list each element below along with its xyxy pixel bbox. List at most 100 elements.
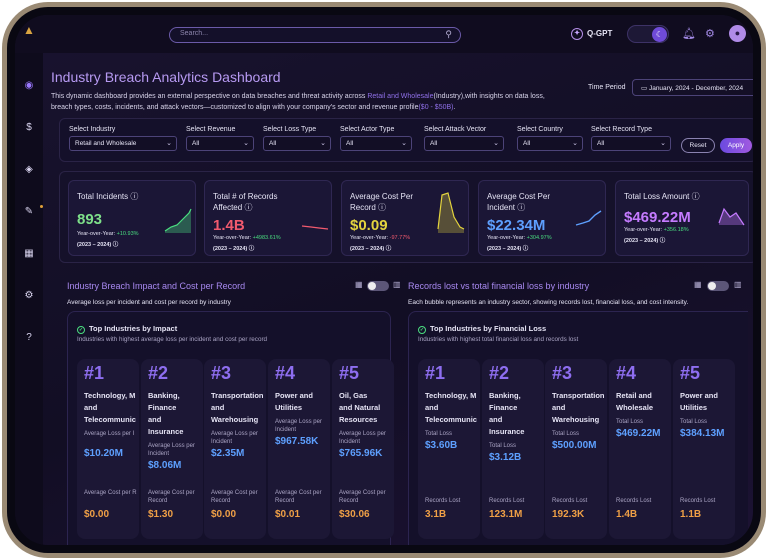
yoy-change: +356.18% [663,227,689,233]
sidebar-wand-icon[interactable]: ✎ [24,206,34,217]
bell-icon[interactable]: 🔔︎ [682,28,696,40]
industry-column[interactable]: #2 Banking, Finance and Insurance Total Loss $… [482,359,544,539]
kpi-period: (2023 – 2024) ⓘ [487,244,528,252]
industry-column[interactable]: #4 Power and Utilities Average Loss per Inc… [268,359,330,539]
industry-name-line: Resources [339,415,378,424]
industry-name-line: Banking, [489,391,521,400]
industry-rank: #3 [211,363,232,383]
industry-column[interactable]: #2 Banking, Finance and Insurance Average Los… [141,359,203,539]
industry-name-line: Insurance [148,427,184,436]
industry-column[interactable]: #5 Oil, Gas and Natural Resources Average Lo… [332,359,394,539]
industry-column[interactable]: #3 Transportation and Warehousing Total Loss… [545,359,607,539]
grid-view-icon[interactable]: ▦ [694,280,702,289]
info-icon[interactable]: ⓘ [385,246,392,252]
industry-column[interactable]: #3 Transportation and Warehousing Average Lo… [204,359,266,539]
info-icon[interactable]: ⓘ [517,203,526,212]
attack-vector-select[interactable]: All ⌄ [424,136,504,151]
kpi-title-text: Average Cost Per Incident [487,192,550,212]
record-type-select[interactable]: All ⌄ [591,136,671,151]
actor-type-select[interactable]: All ⌄ [340,136,412,151]
industry-name-line: and [489,415,503,424]
sidebar-dollar-icon[interactable]: $ [26,122,32,133]
filter-revenue: Select Revenue All ⌄ [186,126,254,151]
chevron-down-icon: ⌄ [166,140,172,147]
period-text: (2023 – 2024) [487,246,522,252]
gear-icon[interactable]: ⚙ [705,28,715,40]
loss-type-select[interactable]: All ⌄ [263,136,331,151]
sidebar-help-icon[interactable]: ? [26,332,32,343]
industry-column[interactable]: #1 Technology, M and Telecommunic Average Lo… [77,359,139,539]
filter-label: Select Country [517,126,563,133]
industry-column[interactable]: #4 Retail and Wholesale Total Loss $469.22M R… [609,359,671,539]
industry-name-line: Banking, [148,391,180,400]
industry-name: Transportation and Warehousing [552,390,610,426]
view-toggle[interactable] [367,281,389,291]
apply-button[interactable]: Apply [720,138,752,153]
industry-name: Banking, Finance and Insurance [489,390,547,438]
panel-subtitle: Average loss per incident and cost per r… [67,299,231,306]
top-bar: ▲ Search... ⚲ ✦ Q-GPT ☾ 🔔︎ ⚙ ● [15,15,753,53]
sidebar-layers-icon[interactable]: ◈ [25,164,33,175]
kpi-card-cost-per-incident: Average Cost Per Incident ⓘ $22.34M Year… [478,180,606,256]
info-icon[interactable]: ⓘ [248,246,255,252]
metric-value-primary: $967.58K [275,436,319,447]
sidebar-active-dot [40,205,43,208]
industry-name-line: Telecommunic [84,415,136,424]
sidebar-globe-icon[interactable]: ◉ [24,80,34,91]
search-icon[interactable]: ⚲ [445,29,452,39]
user-avatar[interactable]: ● [729,25,746,42]
theme-toggle[interactable]: ☾ [627,25,669,43]
industry-rank: #5 [680,363,701,383]
filter-attack-vector: Select Attack Vector All ⌄ [424,126,504,151]
view-toggle[interactable] [707,281,729,291]
metric-label: Average Cost per Record [339,490,386,504]
industry-column[interactable]: #5 Power and Utilities Total Loss $384.13M Re… [673,359,735,539]
industry-name-line: Utilities [275,403,303,412]
info-icon[interactable]: ⓘ [522,246,529,252]
industry-name: Retail and Wholesale [616,390,674,414]
kpi-title-text: Total Loss Amount [624,192,690,201]
metric-label: Total Loss [680,419,708,425]
kpi-value: 893 [77,211,103,228]
chevron-down-icon: ⌄ [572,140,578,147]
kpi-title: Total # of Records Affected ⓘ [213,191,293,213]
country-select[interactable]: All ⌄ [517,136,583,151]
info-icon[interactable]: ⓘ [130,192,139,201]
search-input[interactable]: Search... ⚲ [169,27,461,43]
chart-view-icon[interactable]: ▥ [393,280,401,289]
period-text: (2023 – 2024) [350,246,385,252]
kpi-section: Total Incidents ⓘ 893 Year-over-Year: +1… [59,171,753,263]
sidebar-settings-icon[interactable]: ⚙ [24,290,34,301]
panel-subtitle: Each bubble represents an industry secto… [408,299,689,306]
chart-view-icon[interactable]: ▥ [734,280,742,289]
industry-select[interactable]: Retail and Wholesale ⌄ [69,136,177,151]
qgpt-label: Q-GPT [587,29,613,39]
info-icon[interactable]: ⓘ [691,192,700,201]
time-period-picker[interactable]: ▭ January, 2024 - December, 2024 [632,79,753,96]
info-icon[interactable]: ⓘ [378,203,387,212]
metric-value-secondary: $0.00 [84,509,110,520]
select-value: All [430,140,438,147]
brand-logo-icon[interactable]: ▲ [23,23,35,37]
info-icon[interactable]: ⓘ [112,242,119,248]
kpi-title: Average Cost Per Record ⓘ [350,191,430,213]
industry-name-line: and [148,415,162,424]
reset-button[interactable]: Reset [681,138,715,153]
info-icon[interactable]: ⓘ [244,203,253,212]
revenue-select[interactable]: All ⌄ [186,136,254,151]
industry-name: Technology, M and Telecommunic [84,390,142,426]
metric-value-secondary: 1.4B [616,509,638,520]
grid-view-icon[interactable]: ▦ [355,280,363,289]
sidebar-chart-icon[interactable]: ▦ [24,248,34,259]
filter-bar: Select Industry Retail and Wholesale ⌄ Sel… [59,118,753,162]
kpi-yoy: Year-over-Year: +356.18% [624,227,689,233]
kpi-card-cost-per-record: Average Cost Per Record ⓘ $0.09 Year-ove… [341,180,469,256]
desc-industry-link[interactable]: Retail and Wholesale [367,93,434,100]
metric-value-secondary: $1.30 [148,509,174,520]
kpi-title-text: Total Incidents [77,192,129,201]
time-period-value: January, 2024 - December, 2024 [648,85,744,92]
info-icon[interactable]: ⓘ [659,238,666,244]
industry-column[interactable]: #1 Technology, M and Telecommunic Total Loss… [418,359,480,539]
card-title: ✓ Top Industries by Impact [77,324,177,334]
qgpt-button[interactable]: ✦ Q-GPT [571,28,612,40]
